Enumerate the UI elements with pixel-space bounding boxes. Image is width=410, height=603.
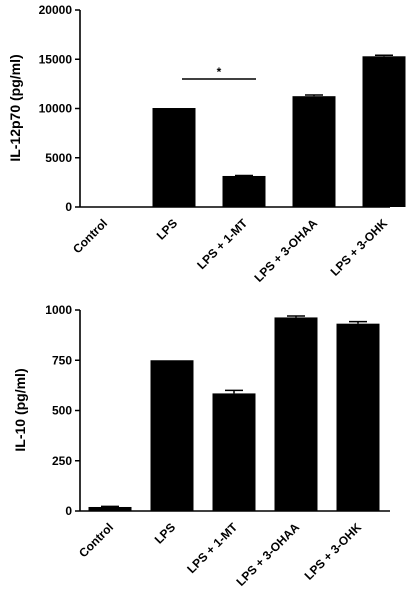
y-axis-ticks: 0 250 500 750 1000 xyxy=(45,303,80,518)
y-axis-title: IL-12p70 (pg/ml) xyxy=(7,54,23,161)
y-tick-label: 20000 xyxy=(39,3,73,17)
category-label: LPS xyxy=(152,520,178,546)
category-label: LPS xyxy=(154,216,180,242)
bars xyxy=(152,54,406,207)
y-tick-label: 500 xyxy=(52,404,72,418)
y-tick-label: 15000 xyxy=(39,52,73,66)
category-label: Control xyxy=(76,520,116,560)
category-label: LPS + 3-OHAA xyxy=(252,216,321,285)
y-tick-label: 5000 xyxy=(45,151,72,165)
y-tick-label: 750 xyxy=(52,353,72,367)
il12p70-bar-chart: IL-12p70 (pg/ml) 0 5000 10000 15000 20000 Co… xyxy=(7,3,406,285)
category-label: LPS + 3-OHK xyxy=(302,520,365,583)
y-tick-label: 10000 xyxy=(39,102,73,116)
annotations: * xyxy=(182,65,256,80)
bar-lps-3-ohk xyxy=(336,323,380,511)
y-tick-label: 0 xyxy=(65,504,72,518)
category-label: Control xyxy=(70,216,110,256)
category-label: LPS + 1-MT xyxy=(194,216,250,272)
significance-label: * xyxy=(217,65,222,79)
y-axis-ticks: 0 5000 10000 15000 20000 xyxy=(39,3,80,214)
bar-lps-1-mt xyxy=(212,393,256,511)
category-label: LPS + 1-MT xyxy=(184,520,240,576)
bar-lps-3-ohk xyxy=(362,56,406,207)
bars xyxy=(88,315,380,511)
bar-control xyxy=(88,506,132,511)
bar-lps-1-mt xyxy=(222,175,266,207)
y-tick-label: 0 xyxy=(65,200,72,214)
y-tick-label: 1000 xyxy=(45,303,72,317)
bar-lps xyxy=(152,108,196,207)
bar-lps xyxy=(150,360,194,511)
y-tick-label: 250 xyxy=(52,454,72,468)
category-label: LPS + 3-OHK xyxy=(328,216,391,279)
bar-lps-3-ohaa xyxy=(292,96,336,207)
category-label: LPS + 3-OHAA xyxy=(234,520,303,589)
bar-lps-3-ohaa xyxy=(274,317,318,511)
y-axis-title: IL-10 (pg/ml) xyxy=(12,368,28,451)
